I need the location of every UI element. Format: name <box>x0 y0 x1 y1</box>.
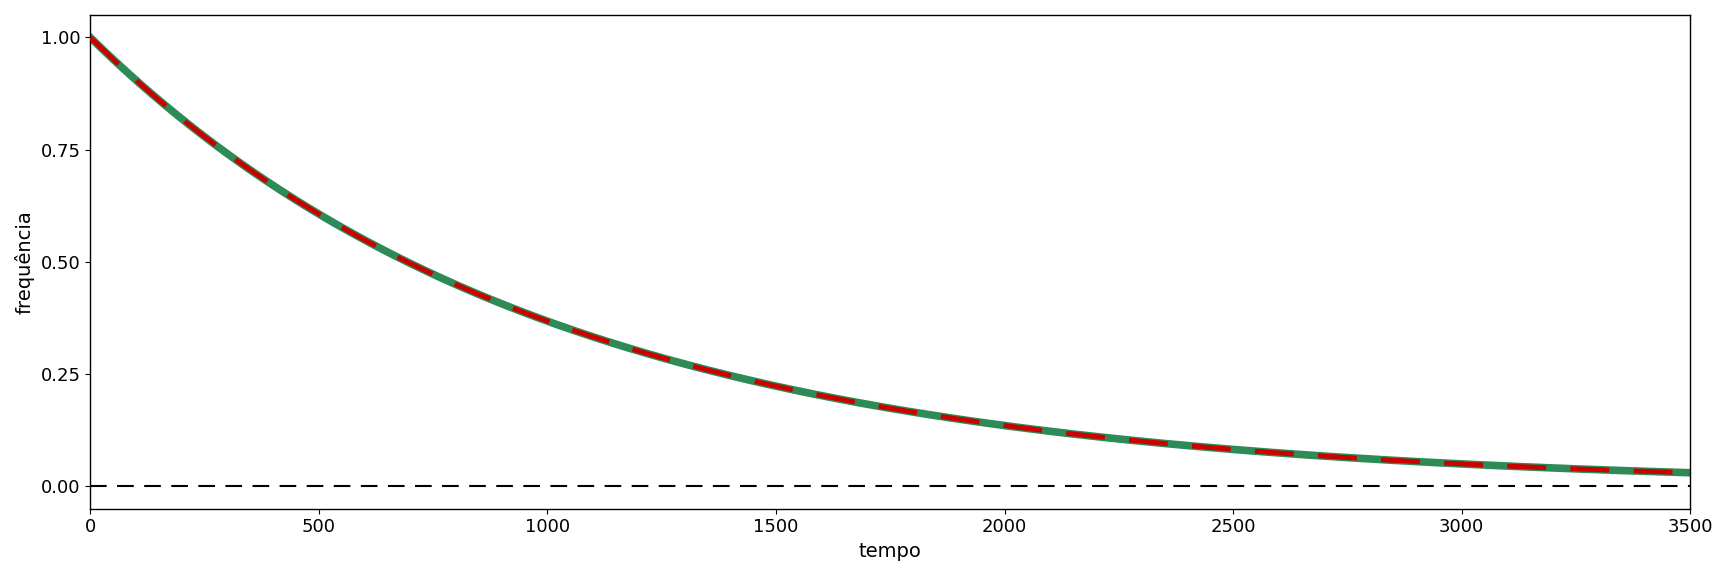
X-axis label: tempo: tempo <box>859 542 921 561</box>
Y-axis label: frequência: frequência <box>16 210 35 314</box>
